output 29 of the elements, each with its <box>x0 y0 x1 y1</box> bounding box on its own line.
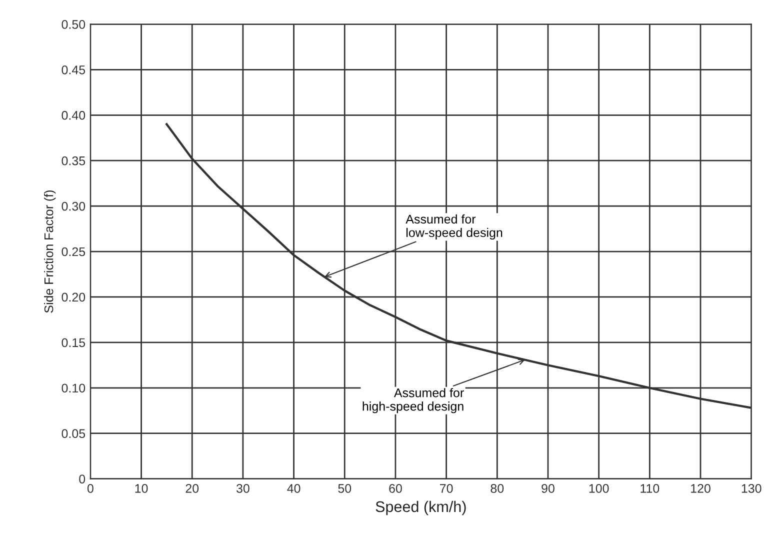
x-tick-label: 120 <box>691 484 710 493</box>
x-tick-label: 50 <box>338 484 352 493</box>
y-tick-label: 0.50 <box>62 20 86 29</box>
x-axis-title: Speed (km/h) <box>376 500 466 516</box>
x-tick-label: 100 <box>589 484 609 493</box>
x-tick-label: 90 <box>542 484 554 493</box>
annotation: Assumed for low-speed design <box>406 214 502 240</box>
y-tick-label: 0.40 <box>62 110 86 120</box>
x-tick-label: 60 <box>389 484 402 493</box>
y-tick-label: 0.20 <box>62 292 86 302</box>
x-tick-label: 0 <box>87 484 94 493</box>
y-tick-label: 0.25 <box>62 247 86 256</box>
y-tick-label: 0 <box>79 474 86 484</box>
x-tick-label: 130 <box>742 484 762 493</box>
annotation: Assumed for high-speed design <box>362 388 464 414</box>
y-tick-label: 0.10 <box>62 384 86 393</box>
y-axis-title: Side Friction Factor (f) <box>44 190 56 313</box>
y-tick-label: 0.45 <box>62 65 86 74</box>
y-tick-label: 0.35 <box>62 156 86 166</box>
x-tick-label: 70 <box>440 484 453 493</box>
x-tick-label: 10 <box>135 484 148 493</box>
y-tick-label: 0.30 <box>62 202 86 211</box>
x-tick-label: 20 <box>186 484 199 493</box>
y-tick-label: 0.15 <box>62 338 86 348</box>
x-tick-label: 40 <box>287 484 300 493</box>
y-tick-label: 0.05 <box>62 429 86 438</box>
x-tick-label: 30 <box>236 484 250 493</box>
x-tick-label: 80 <box>490 484 504 493</box>
x-tick-label: 110 <box>640 484 660 493</box>
